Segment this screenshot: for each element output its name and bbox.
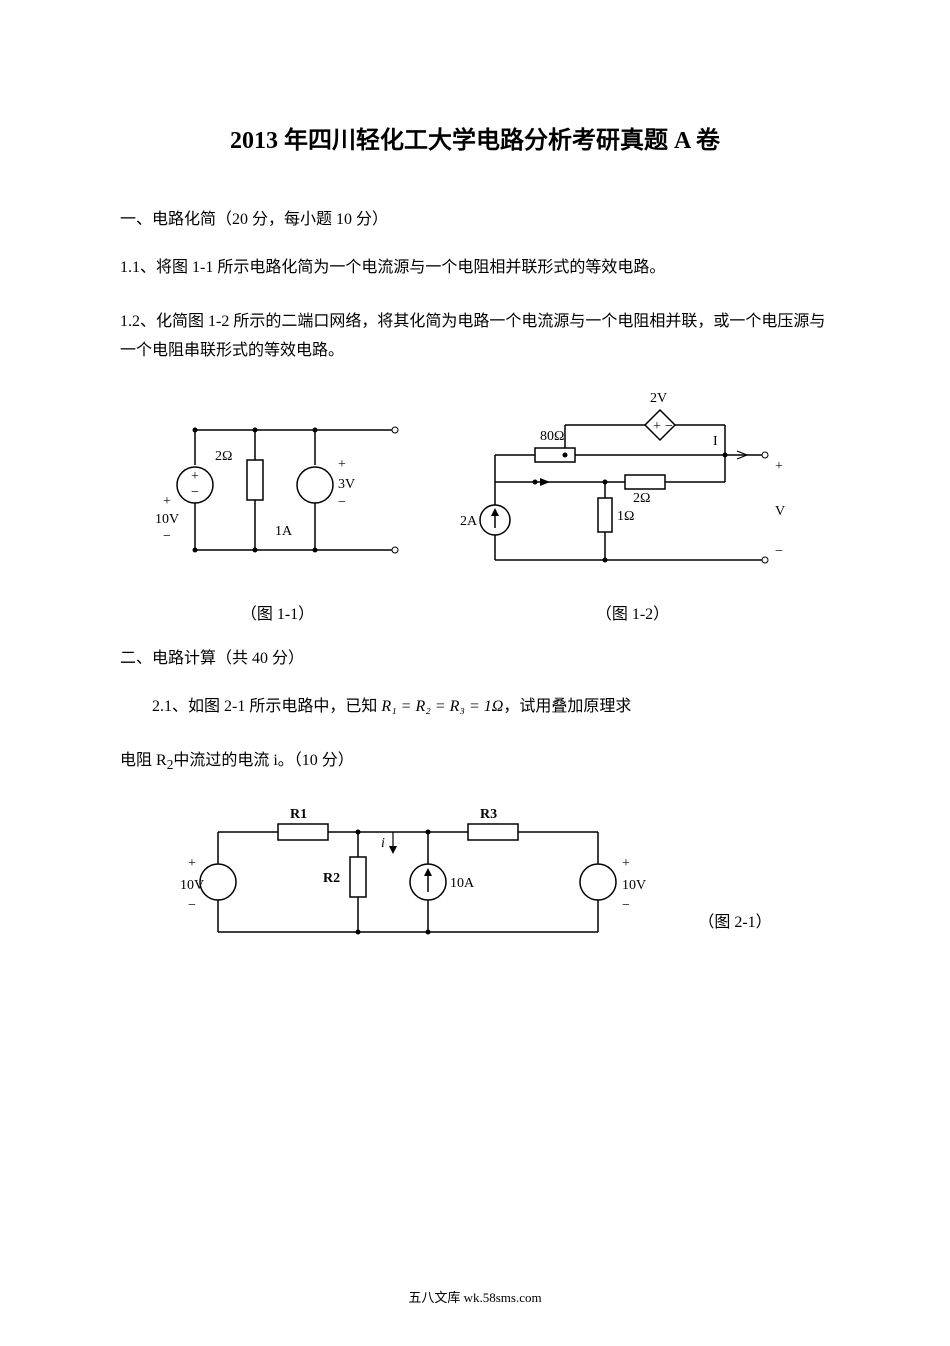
svg-text:+: + [622,856,630,871]
fig-1-2-caption: （图 1-2） [463,600,803,624]
v-port-label: V [775,504,785,519]
q21-l2-pre: 电阻 R [120,752,167,769]
v-right-label: 10V [622,878,646,893]
svg-text:−: − [775,544,783,559]
i-10a-label: 10A [450,876,475,891]
i-2a-label: 2A [460,514,478,529]
question-1-2: 1.2、化简图 1-2 所示的二端口网络，将其化简为电路一个电流源与一个电阻相并… [120,308,830,366]
svg-text:+: + [191,469,199,484]
question-1-1: 1.1、将图 1-1 所示电路化简为一个电流源与一个电阻相并联形式的等效电路。 [120,254,830,283]
section1-heading: 一、电路化简（20 分，每小题 10 分） [120,205,830,229]
fig-1-1-caption: （图 1-1） [148,600,408,624]
r-2ohm-label: 2Ω [215,449,232,464]
svg-text:−: − [338,495,346,510]
figure-captions-row-1: （图 1-1） （图 1-2） [120,600,830,624]
page-footer: 五八文库 wk.58sms.com [0,1287,950,1306]
svg-text:−: − [622,898,630,913]
r1-label: R1 [290,807,307,822]
r-2ohm-fig12-label: 2Ω [633,491,650,506]
question-2-1-line2: 电阻 R2中流过的电流 i。（10 分） [120,747,830,777]
question-2-1-line1: 2.1、如图 2-1 所示电路中，已知 R₁ = R₂ = R₃ = 1Ω，试用… [120,693,830,722]
q21-eq: R₁ = R₂ = R₃ = 1Ω [381,698,503,715]
svg-text:−: − [665,419,673,434]
page-title: 2013 年四川轻化工大学电路分析考研真题 A 卷 [120,120,830,155]
svg-text:+: + [775,459,783,474]
svg-text:−: − [188,898,196,913]
section2-heading: 二、电路计算（共 40 分） [120,644,830,668]
v-left-label: 10V [180,878,204,893]
i-arrow-label: i [381,836,385,851]
circuit-2-1-svg: R1 R3 + 10V − R2 i [178,802,658,962]
q21-l2-post: 中流过的电流 i。（10 分） [173,752,353,769]
r2-label: R2 [323,871,340,886]
q21-pre: 2.1、如图 2-1 所示电路中，已知 [152,698,381,715]
figures-row-2: R1 R3 + 10V − R2 i [120,802,830,962]
svg-text:+: + [653,419,661,434]
figures-row-1: 2Ω + − + 10V − + 3V − 1A [120,390,830,590]
r-1ohm-label: 1Ω [617,509,634,524]
v-10v-label: 10V [155,512,179,527]
circuit-1-2-svg: 2V + − 80Ω I + 2Ω [455,390,795,590]
r-80ohm-label: 80Ω [540,429,564,444]
q21-post: ，试用叠加原理求 [503,698,631,715]
svg-text:+: + [188,856,196,871]
fig-2-1-caption: （图 2-1） [698,914,771,931]
r3-label: R3 [480,807,497,822]
i-1a-label: 1A [275,524,293,539]
svg-text:+: + [163,494,171,509]
svg-text:+: + [338,457,346,472]
svg-text:−: − [191,485,199,500]
circuit-1-1-svg: 2Ω + − + 10V − + 3V − 1A [155,390,415,590]
i-label: I [713,434,718,449]
v-3v-label: 3V [338,477,355,492]
figure-1-2: 2V + − 80Ω I + 2Ω [455,390,795,590]
figure-1-1: 2Ω + − + 10V − + 3V − 1A [155,390,415,590]
svg-text:−: − [163,529,171,544]
dep-2v-label: 2V [650,391,667,406]
figure-2-1: R1 R3 + 10V − R2 i [178,802,658,962]
